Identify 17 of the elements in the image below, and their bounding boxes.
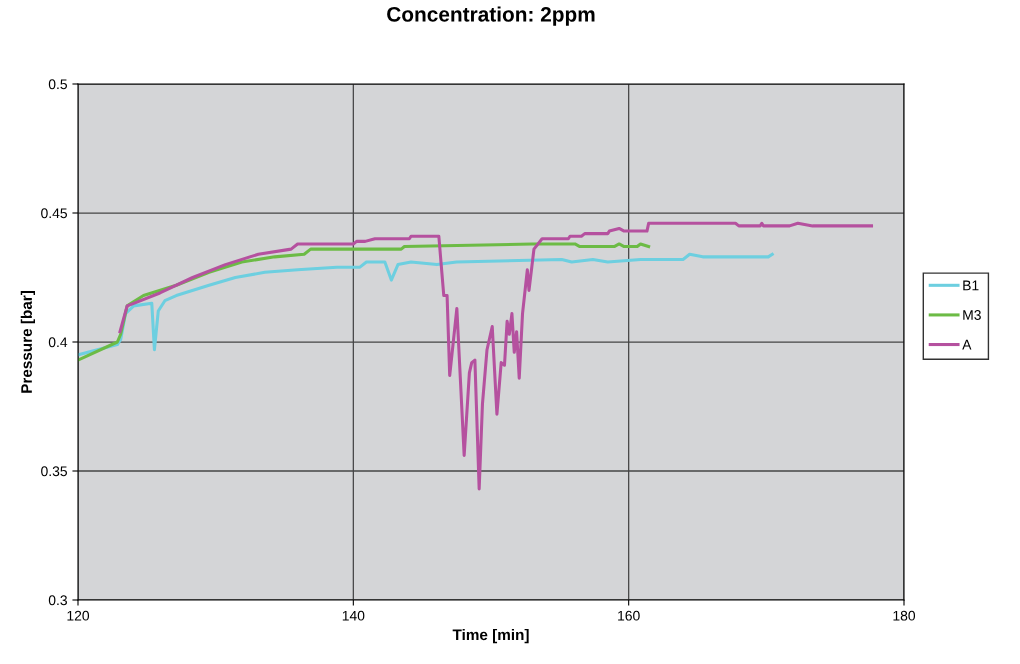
y-tick-label: 0.35 xyxy=(41,466,67,477)
legend-label: M3 xyxy=(963,310,981,320)
x-tick-label: 120 xyxy=(67,610,90,621)
y-axis-title: Pressure [bar] xyxy=(20,291,35,393)
line-series xyxy=(118,221,874,491)
x-tick-label: 160 xyxy=(618,610,640,621)
y-tick-label: 0.3 xyxy=(48,595,67,606)
y-tick-label: 0.45 xyxy=(41,208,67,219)
x-tick-label: 140 xyxy=(342,610,365,621)
legend-label: B1 xyxy=(963,280,979,291)
y-tick-label: 0.5 xyxy=(48,79,67,90)
line-series xyxy=(78,252,774,357)
legend-label: A xyxy=(962,339,972,350)
y-tick-label: 0.4 xyxy=(48,337,68,348)
x-axis-title: Time [min] xyxy=(452,628,529,644)
x-tick-label: 180 xyxy=(893,610,916,621)
chart-title: Concentration: 2ppm xyxy=(387,6,595,26)
